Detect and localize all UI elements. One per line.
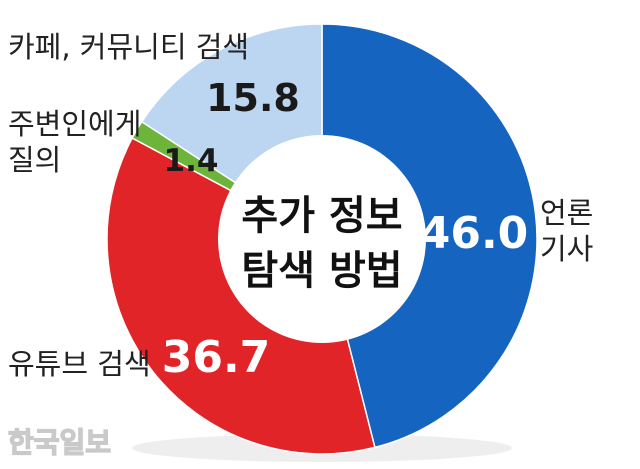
center-title-line-1: 추가 정보: [241, 193, 402, 239]
value-labels: 46.0 36.7 1.4 15.8: [162, 76, 529, 383]
value-label-1: 36.7: [162, 332, 271, 383]
category-label-1-line-0: 유튜브 검색: [8, 347, 151, 381]
value-label-0: 46.0: [420, 208, 529, 259]
watermark-logo: 한국일보: [8, 426, 111, 459]
donut-hole: [218, 135, 426, 343]
center-title-line-2: 탐색 방법: [241, 248, 402, 294]
category-label-2-line-1: 질의: [8, 143, 61, 177]
category-label-3-line-0: 카페, 커뮤니티 검색: [8, 30, 249, 64]
value-label-3: 15.8: [206, 76, 300, 120]
value-label-2: 1.4: [164, 143, 219, 179]
donut-slice-0: [321, 23, 538, 449]
category-label-0-line-1: 기사: [540, 232, 593, 266]
category-label-2-line-0: 주변인에게: [8, 107, 141, 141]
category-label-0-line-0: 언론: [540, 196, 593, 230]
